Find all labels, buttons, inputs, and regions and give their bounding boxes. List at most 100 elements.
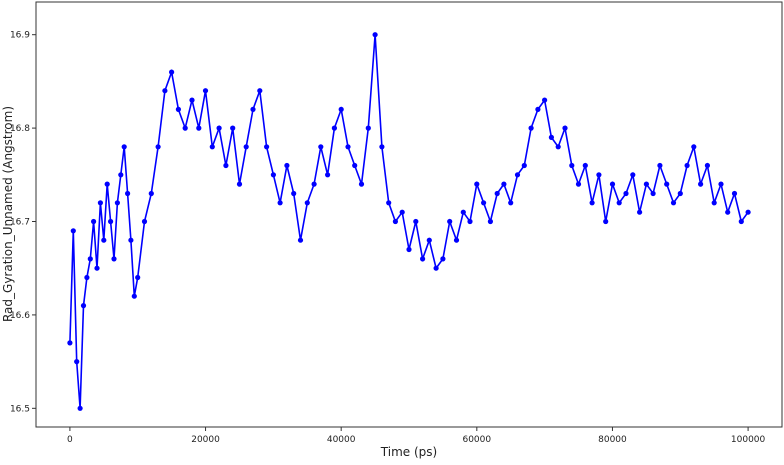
data-point bbox=[128, 237, 134, 243]
data-point bbox=[623, 190, 629, 197]
data-point bbox=[291, 190, 297, 197]
data-point bbox=[372, 32, 378, 38]
data-point bbox=[84, 274, 90, 281]
data-point bbox=[481, 200, 487, 206]
data-point bbox=[542, 97, 548, 103]
data-point bbox=[657, 162, 663, 169]
data-point bbox=[718, 181, 724, 187]
data-point bbox=[243, 144, 249, 150]
y-tick-label: 16.8 bbox=[10, 124, 30, 134]
y-axis-ticks: 16.5 16.6 16.7 16.8 16.9 bbox=[10, 31, 36, 414]
data-point bbox=[616, 200, 622, 206]
data-point bbox=[67, 340, 73, 346]
data-point bbox=[745, 209, 751, 215]
data-point bbox=[155, 144, 161, 150]
y-tick-label: 16.7 bbox=[10, 218, 30, 228]
data-point bbox=[125, 190, 131, 197]
data-point bbox=[209, 144, 215, 150]
data-point bbox=[650, 190, 656, 197]
data-point bbox=[399, 209, 405, 215]
data-point bbox=[725, 209, 731, 215]
data-point bbox=[358, 181, 365, 187]
data-point bbox=[406, 246, 412, 253]
data-point bbox=[562, 125, 568, 131]
data-point bbox=[589, 200, 595, 206]
data-point bbox=[569, 162, 575, 169]
data-point bbox=[494, 190, 500, 197]
data-point bbox=[670, 200, 677, 206]
data-point bbox=[508, 200, 514, 206]
data-point bbox=[257, 88, 263, 94]
data-point bbox=[392, 218, 398, 225]
data-point bbox=[630, 172, 636, 178]
data-point bbox=[223, 162, 229, 169]
data-point bbox=[111, 256, 117, 262]
data-point bbox=[596, 172, 602, 178]
data-point bbox=[77, 405, 83, 411]
data-point bbox=[460, 209, 466, 215]
data-point bbox=[386, 200, 392, 206]
data-point bbox=[555, 144, 561, 150]
data-point bbox=[121, 144, 127, 150]
data-point bbox=[731, 190, 738, 197]
data-point bbox=[162, 88, 168, 94]
plot-area bbox=[35, 1, 783, 428]
data-point bbox=[108, 218, 114, 225]
data-point bbox=[704, 162, 711, 169]
data-point bbox=[74, 359, 80, 365]
x-tick-label: 100000 bbox=[731, 435, 766, 445]
x-tick-label: 0 bbox=[67, 435, 73, 445]
data-point bbox=[582, 162, 588, 169]
data-point bbox=[433, 265, 439, 271]
x-axis-label: Time (ps) bbox=[380, 445, 437, 459]
data-point bbox=[440, 256, 446, 262]
data-point bbox=[236, 181, 243, 187]
x-tick-label: 40000 bbox=[327, 435, 356, 445]
data-point bbox=[304, 200, 310, 206]
data-point bbox=[711, 200, 717, 206]
data-point bbox=[691, 144, 697, 150]
data-point bbox=[528, 125, 534, 131]
data-point bbox=[141, 218, 148, 225]
y-tick-label: 16.6 bbox=[10, 311, 30, 321]
data-point bbox=[148, 190, 154, 197]
data-point bbox=[135, 274, 141, 281]
data-point bbox=[277, 200, 283, 206]
data-point bbox=[677, 190, 683, 197]
data-point bbox=[738, 218, 744, 225]
data-point bbox=[420, 256, 426, 262]
x-axis-ticks: 0 20000 40000 60000 80000 100000 bbox=[67, 427, 766, 445]
data-point bbox=[284, 162, 290, 169]
data-point bbox=[345, 144, 351, 150]
data-point bbox=[175, 106, 181, 112]
data-point bbox=[250, 106, 256, 112]
data-point bbox=[325, 172, 331, 178]
data-point bbox=[603, 218, 609, 225]
series-markers bbox=[67, 32, 751, 411]
data-point bbox=[80, 303, 87, 309]
data-point bbox=[311, 181, 317, 187]
data-point bbox=[352, 162, 358, 169]
x-tick-label: 20000 bbox=[191, 435, 220, 445]
data-point bbox=[114, 200, 120, 206]
data-point bbox=[318, 144, 324, 150]
data-point bbox=[514, 172, 521, 178]
data-point bbox=[101, 237, 107, 243]
data-point bbox=[426, 237, 432, 243]
data-point bbox=[97, 200, 103, 206]
data-point bbox=[182, 125, 188, 131]
y-axis-label: Rad_Gyration_Unnamed (Angstrom) bbox=[1, 106, 15, 322]
data-point bbox=[104, 181, 110, 187]
data-point bbox=[379, 144, 385, 150]
data-point bbox=[684, 162, 690, 169]
data-point bbox=[270, 172, 276, 178]
data-point bbox=[698, 181, 704, 187]
data-point bbox=[521, 162, 527, 169]
data-point bbox=[264, 144, 270, 150]
data-point bbox=[94, 265, 100, 271]
data-point bbox=[609, 181, 616, 187]
data-point bbox=[413, 218, 419, 225]
data-point bbox=[467, 218, 473, 225]
data-point bbox=[297, 237, 304, 243]
